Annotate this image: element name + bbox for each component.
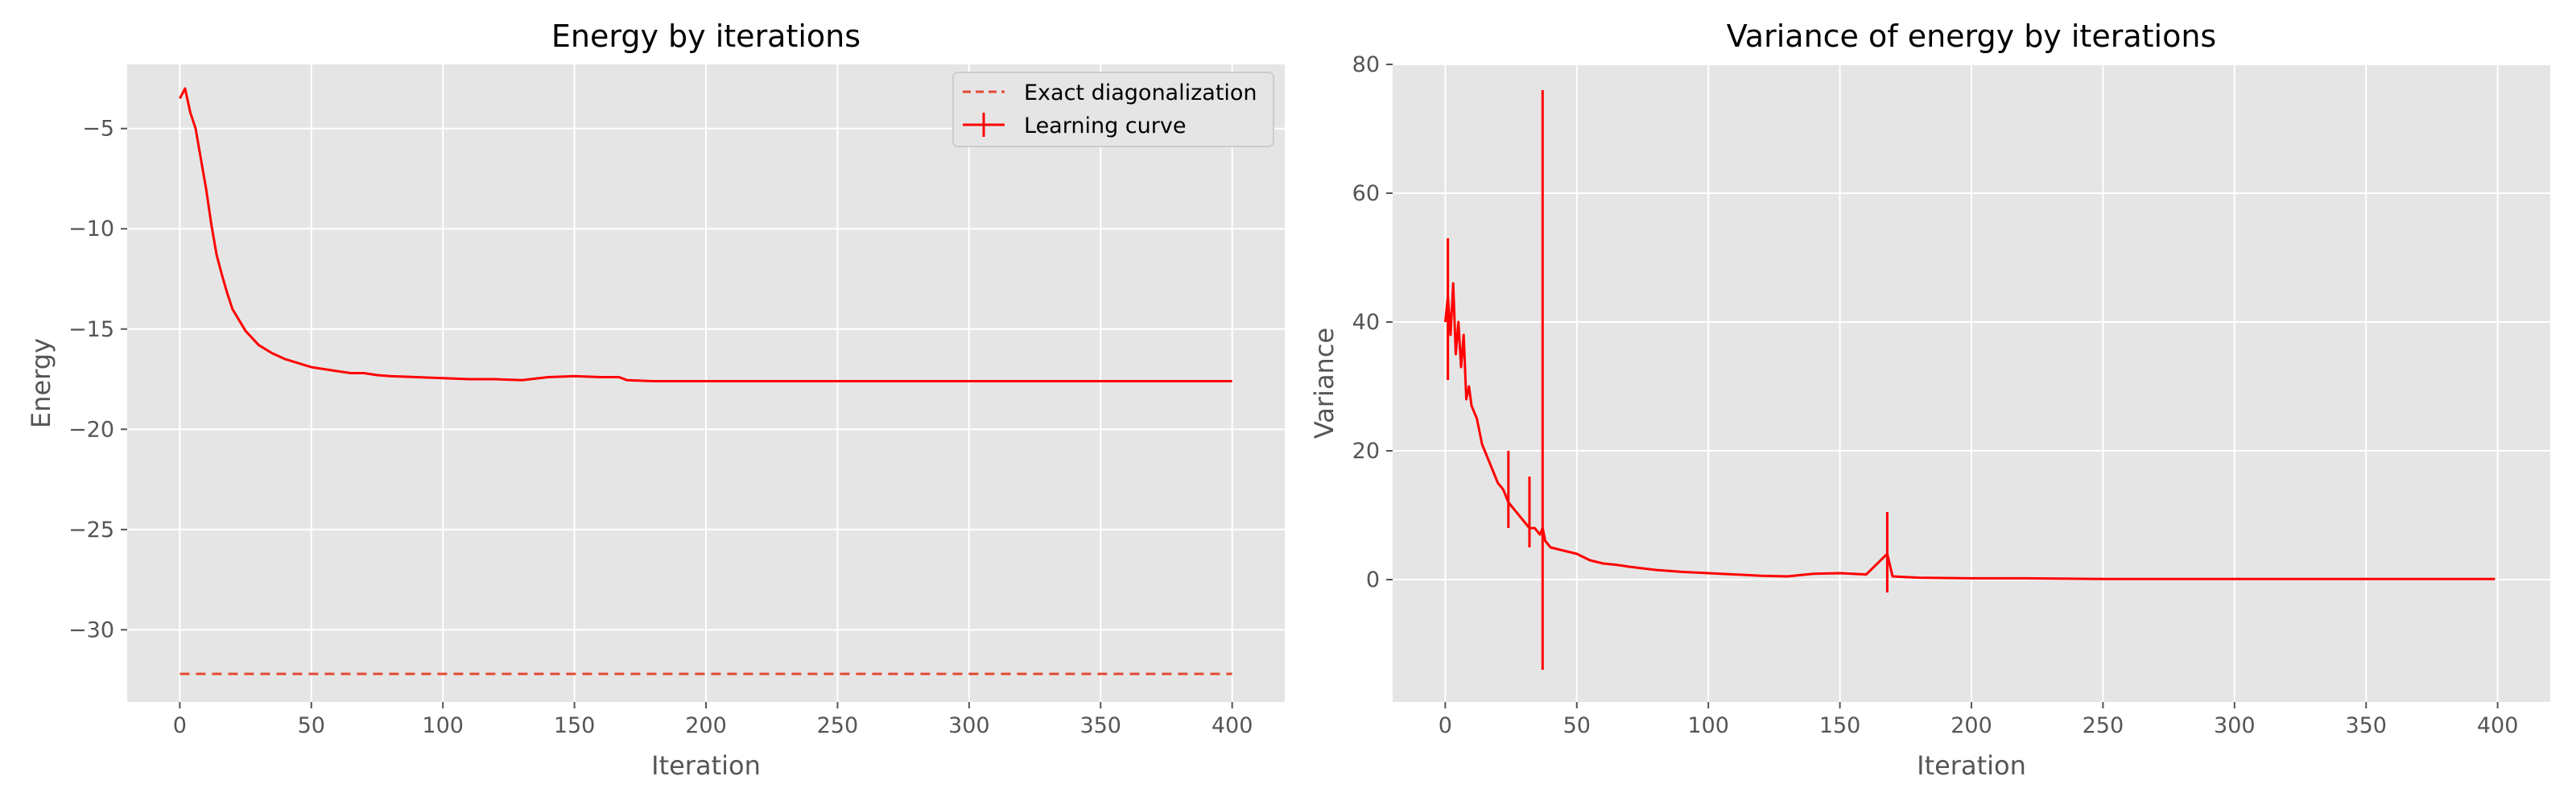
- energy-y-tick-label: −15: [68, 317, 114, 342]
- variance-x-tick-label: 0: [1439, 713, 1452, 738]
- energy-x-tick-label: 150: [554, 713, 596, 738]
- variance-x-tick-label: 50: [1563, 713, 1591, 738]
- energy-x-tick-label: 350: [1080, 713, 1121, 738]
- energy-chart: 0 50 100 150 200 250 300 350 400 −30 −25 −20 −15 −10 −…: [26, 19, 1285, 781]
- energy-y-tick-label: −5: [82, 117, 114, 142]
- energy-legend: Exact diagonalization Learning curve: [952, 72, 1274, 147]
- variance-x-tick-label: 150: [1819, 713, 1861, 738]
- legend-box: [952, 72, 1274, 147]
- energy-ticks: 0 50 100 150 200 250 300 350 400 −30 −25 −20 −15 −10 −…: [68, 117, 1253, 738]
- variance-y-tick-label: 20: [1352, 439, 1380, 464]
- variance-x-axis-label: Iteration: [1917, 750, 2026, 781]
- variance-x-tick-label: 250: [2083, 713, 2124, 738]
- energy-x-axis-label: Iteration: [651, 750, 761, 781]
- legend-exact-diagonalization-label: Exact diagonalization: [1024, 80, 1257, 105]
- variance-y-tick-label: 60: [1352, 181, 1380, 206]
- energy-y-tick-label: −20: [68, 417, 114, 442]
- variance-series: [1443, 90, 2496, 670]
- energy-title: Energy by iterations: [551, 19, 861, 54]
- variance-y-tick-label: 40: [1352, 310, 1380, 335]
- energy-grid: [127, 64, 1285, 702]
- energy-x-tick-label: 300: [948, 713, 990, 738]
- energy-y-axis-label: Energy: [26, 338, 56, 428]
- energy-series-line-1: [179, 87, 1232, 382]
- variance-y-tick-label: 80: [1352, 52, 1380, 77]
- energy-y-tick-label: −25: [68, 518, 114, 543]
- energy-y-tick-label: −30: [68, 617, 114, 642]
- variance-grid: [1393, 64, 2550, 702]
- variance-x-tick-label: 100: [1687, 713, 1729, 738]
- variance-x-tick-label: 200: [1951, 713, 1992, 738]
- energy-x-tick-label: 250: [817, 713, 859, 738]
- energy-series: [179, 87, 1232, 675]
- legend-learning-curve-label: Learning curve: [1024, 114, 1186, 138]
- variance-x-tick-label: 350: [2345, 713, 2387, 738]
- energy-x-tick-label: 100: [422, 713, 464, 738]
- variance-title: Variance of energy by iterations: [1727, 19, 2216, 54]
- variance-chart: 0 50 100 150 200 250 300 350 400 0 20 40 60 80 Varian…: [1309, 19, 2550, 781]
- variance-ticks: 0 50 100 150 200 250 300 350 400 0 20 40 60 80: [1352, 52, 2519, 738]
- energy-y-tick-label: −10: [68, 217, 114, 242]
- variance-series-line-0: [1443, 282, 2496, 580]
- energy-x-tick-label: 400: [1212, 713, 1253, 738]
- energy-x-tick-label: 50: [298, 713, 325, 738]
- energy-x-tick-label: 200: [685, 713, 727, 738]
- variance-y-tick-label: 0: [1366, 568, 1380, 592]
- variance-x-tick-label: 400: [2477, 713, 2519, 738]
- variance-x-tick-label: 300: [2214, 713, 2256, 738]
- energy-x-tick-label: 0: [173, 713, 187, 738]
- variance-y-axis-label: Variance: [1309, 328, 1340, 439]
